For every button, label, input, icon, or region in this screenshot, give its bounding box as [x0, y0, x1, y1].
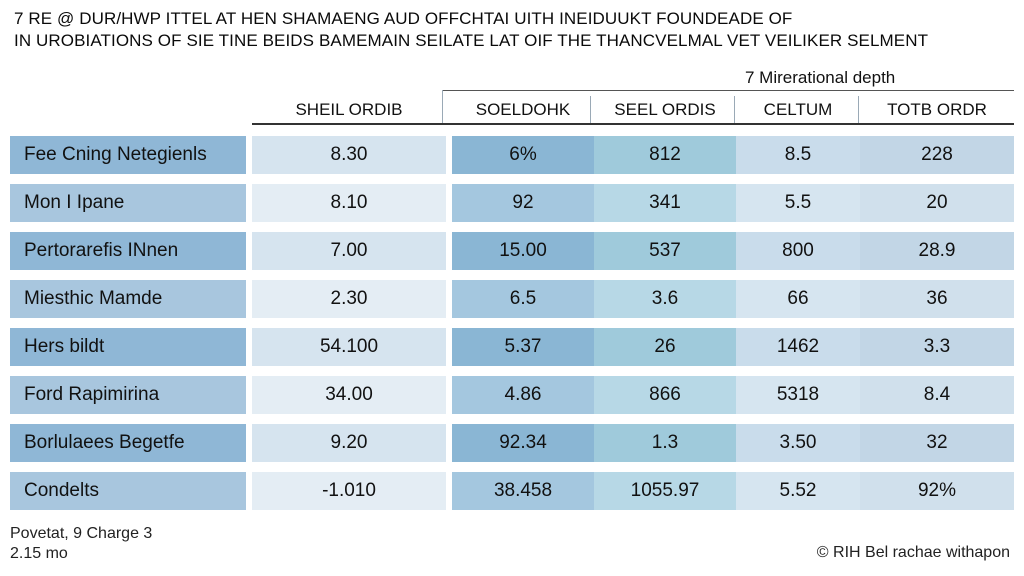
column-header-5: TOTB ORDR [887, 100, 987, 119]
table-cell: 2.30 [252, 280, 446, 318]
column-header-1: SHEIL ORDIB [295, 100, 403, 119]
table-row: Pertorarefis INnen 7.00 15.00 537 800 28.9 [10, 232, 1014, 270]
table-cell: 20 [860, 184, 1014, 222]
table-cell: 54.100 [252, 328, 446, 366]
table-cell: 4.86 [452, 376, 594, 414]
table-cell: 228 [860, 136, 1014, 174]
title-line-2: IN UROBIATIONS OF SIE TINE BEIDS BAMEMAI… [14, 31, 929, 50]
table-cell: 8.30 [252, 136, 446, 174]
table-cell: -1.010 [252, 472, 446, 510]
table-cell: 800 [736, 232, 860, 270]
table-cell: 92 [452, 184, 594, 222]
table-title: 7 RE @ DUR/HWP ITTEL AT HEN SHAMAENG AUD… [14, 8, 1014, 52]
table-row: Miesthic Mamde 2.30 6.5 3.6 66 36 [10, 280, 1014, 318]
row-label-cell: Ford Rapimirina [10, 376, 246, 414]
footer-note-line-2: 2.15 mo [10, 545, 68, 562]
table-row: Condelts -1.010 38.458 1055.97 5.52 92% [10, 472, 1014, 510]
column-group-label: 7 Mirerational depth [745, 68, 896, 87]
table-cell: 812 [594, 136, 736, 174]
header-divider [590, 96, 591, 123]
table-cell: 8.10 [252, 184, 446, 222]
row-label-cell: Mon I Ipane [10, 184, 246, 222]
table-cell: 92% [860, 472, 1014, 510]
table-cell: 28.9 [860, 232, 1014, 270]
table-row: Fee Cning Netegienls 8.30 6% 812 8.5 228 [10, 136, 1014, 174]
table-cell: 15.00 [452, 232, 594, 270]
header-rule [252, 123, 1014, 125]
table-cell: 9.20 [252, 424, 446, 462]
header-divider [734, 96, 735, 123]
table-row: Borlulaees Begetfe 9.20 92.34 1.3 3.50 32 [10, 424, 1014, 462]
table-cell: 3.3 [860, 328, 1014, 366]
table-cell: 8.5 [736, 136, 860, 174]
table-cell: 92.34 [452, 424, 594, 462]
row-label-cell: Hers bildt [10, 328, 246, 366]
table-cell: 6% [452, 136, 594, 174]
row-label-cell: Fee Cning Netegienls [10, 136, 246, 174]
table-cell: 5.52 [736, 472, 860, 510]
table-cell: 26 [594, 328, 736, 366]
row-label-cell: Miesthic Mamde [10, 280, 246, 318]
table-cell: 34.00 [252, 376, 446, 414]
table-cell: 1462 [736, 328, 860, 366]
footer-credit: © RIH Bel rachae withapon [816, 544, 1010, 561]
table-cell: 66 [736, 280, 860, 318]
group-divider [442, 90, 1014, 91]
table-cell: 866 [594, 376, 736, 414]
table-cell: 3.6 [594, 280, 736, 318]
table-cell: 5318 [736, 376, 860, 414]
table-cell: 5.5 [736, 184, 860, 222]
header-divider [442, 90, 443, 123]
table-cell: 6.5 [452, 280, 594, 318]
table-cell: 32 [860, 424, 1014, 462]
table-cell: 537 [594, 232, 736, 270]
table-cell: 36 [860, 280, 1014, 318]
table-cell: 8.4 [860, 376, 1014, 414]
table-cell: 1055.97 [594, 472, 736, 510]
footer-note-line-1: Povetat, 9 Charge 3 [10, 525, 153, 542]
row-label-cell: Borlulaees Begetfe [10, 424, 246, 462]
column-header-3: SEEL ORDIS [614, 100, 716, 119]
table-cell: 3.50 [736, 424, 860, 462]
table-row: Ford Rapimirina 34.00 4.86 866 5318 8.4 [10, 376, 1014, 414]
table-row: Mon I Ipane 8.10 92 341 5.5 20 [10, 184, 1014, 222]
header-divider [858, 96, 859, 123]
table-row: Hers bildt 54.100 5.37 26 1462 3.3 [10, 328, 1014, 366]
table-cell: 5.37 [452, 328, 594, 366]
table-cell: 341 [594, 184, 736, 222]
footer-note: Povetat, 9 Charge 3 2.15 mo [10, 524, 152, 564]
column-header-2: SOELDOHK [475, 100, 571, 119]
row-label-cell: Pertorarefis INnen [10, 232, 246, 270]
table-cell: 38.458 [452, 472, 594, 510]
row-label-cell: Condelts [10, 472, 246, 510]
column-header-4: CELTUM [763, 100, 833, 119]
table-cell: 7.00 [252, 232, 446, 270]
title-line-1: 7 RE @ DUR/HWP ITTEL AT HEN SHAMAENG AUD… [14, 9, 793, 28]
table-cell: 1.3 [594, 424, 736, 462]
